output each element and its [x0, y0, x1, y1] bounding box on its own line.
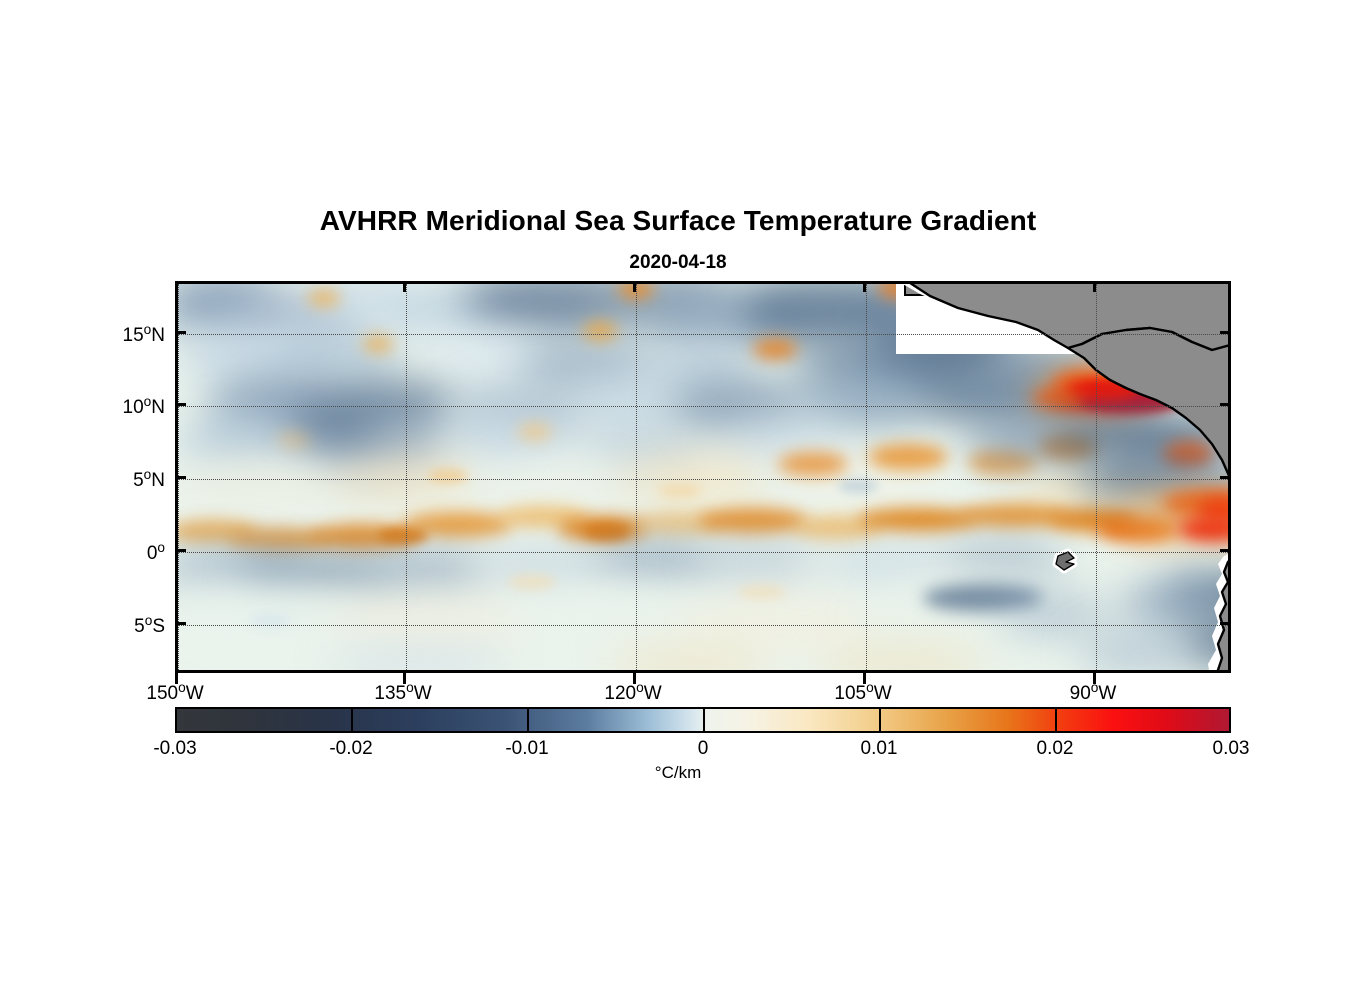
- ytick-10n-right: [1220, 403, 1231, 406]
- ytick-label-0: 0o: [147, 540, 165, 565]
- xtick-120w-top: [633, 281, 636, 292]
- colorbar-label-neg003: -0.03: [153, 738, 197, 759]
- ytick-value-5s: 5: [134, 616, 145, 638]
- xtick-value-135w: 135: [374, 683, 407, 705]
- ytick-hemi-5n: N: [151, 470, 165, 492]
- colorbar-label-neg002: -0.02: [329, 738, 373, 759]
- xtick-value-150w: 150: [146, 683, 179, 705]
- degree-glyph: o: [143, 322, 152, 337]
- page-title: AVHRR Meridional Sea Surface Temperature…: [319, 205, 1037, 236]
- xtick-105w-top: [863, 281, 866, 292]
- degree-glyph: o: [157, 540, 165, 555]
- colorbar-label-neg001: -0.01: [505, 738, 549, 759]
- ytick-15n: [175, 331, 186, 334]
- xtick-hemi-150w: W: [185, 683, 204, 705]
- ytick-label-10n: 10oN: [123, 394, 165, 419]
- xtick-label-105w: 105oW: [813, 680, 913, 705]
- xtick-135w-top: [403, 281, 406, 292]
- colorbar-tick-neg001: [527, 707, 529, 733]
- land-mask-central-america: [902, 284, 1228, 670]
- xtick-90w-top: [1093, 281, 1096, 292]
- sst-gradient-field: [178, 284, 1228, 670]
- degree-glyph: o: [144, 613, 153, 628]
- ytick-0-right: [1220, 549, 1231, 552]
- xtick-label-150w: 150oW: [125, 680, 225, 705]
- ytick-value-5n: 5: [133, 470, 144, 492]
- degree-glyph: o: [178, 680, 186, 695]
- ytick-5s: [175, 622, 186, 625]
- xtick-hemi-135w: W: [413, 683, 432, 705]
- xtick-hemi-90w: W: [1098, 683, 1117, 705]
- colorbar-tick-zero: [703, 707, 705, 733]
- map-axes[interactable]: [175, 281, 1231, 673]
- ytick-hemi-15n: N: [151, 325, 165, 347]
- colorbar-units-label: °C/km: [654, 763, 702, 782]
- xtick-hemi-105w: W: [873, 683, 892, 705]
- ytick-label-5s: 5oS: [134, 613, 165, 638]
- xtick-hemi-120w: W: [643, 683, 662, 705]
- ytick-5s-right: [1220, 622, 1231, 625]
- ytick-label-5n: 5oN: [133, 467, 165, 492]
- degree-glyph: o: [1090, 680, 1099, 695]
- colorbar-tick-pos002: [1055, 707, 1057, 733]
- ytick-5n-right: [1220, 476, 1231, 479]
- degree-glyph: o: [406, 680, 414, 695]
- page-subtitle: 2020-04-18: [629, 252, 727, 273]
- colorbar-tick-pos001: [879, 707, 881, 733]
- xtick-120w: [633, 673, 636, 684]
- colorbar-label-pos001: 0.01: [860, 738, 898, 759]
- xtick-value-105w: 105: [834, 683, 867, 705]
- xtick-105w: [863, 673, 866, 684]
- degree-glyph: o: [143, 394, 152, 409]
- ytick-value-0: 0: [146, 543, 158, 565]
- ytick-label-15n: 15oN: [123, 322, 165, 347]
- ytick-hemi-10n: N: [151, 397, 165, 419]
- xtick-150w: [175, 673, 178, 684]
- ytick-5n: [175, 476, 186, 479]
- ytick-15n-right: [1220, 331, 1231, 334]
- ytick-10n: [175, 403, 186, 406]
- xtick-value-120w: 120: [604, 683, 637, 705]
- xtick-90w: [1093, 673, 1096, 684]
- colorbar-label-pos002: 0.02: [1036, 738, 1074, 759]
- degree-glyph: o: [866, 680, 874, 695]
- degree-glyph: o: [143, 467, 152, 482]
- xtick-label-90w: 90oW: [1043, 680, 1143, 705]
- xtick-value-90w: 90: [1069, 683, 1091, 705]
- colorbar-label-zero: 0: [697, 738, 709, 759]
- ytick-value-15n: 15: [122, 325, 144, 347]
- colorbar-tick-neg002: [351, 707, 353, 733]
- colorbar-label-pos003: 0.03: [1212, 738, 1250, 759]
- ytick-hemi-5s: S: [152, 616, 165, 638]
- xtick-135w: [403, 673, 406, 684]
- ytick-0: [175, 549, 186, 552]
- xtick-label-135w: 135oW: [353, 680, 453, 705]
- xtick-label-120w: 120oW: [583, 680, 683, 705]
- degree-glyph: o: [636, 680, 644, 695]
- ytick-value-10n: 10: [122, 397, 144, 419]
